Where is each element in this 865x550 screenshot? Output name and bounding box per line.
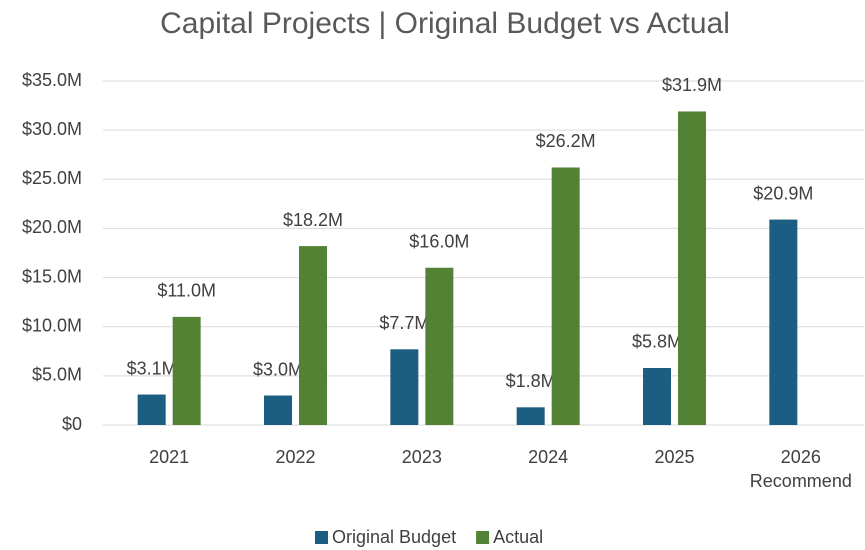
y-tick-label: $15.0M	[22, 266, 82, 286]
y-tick-label: $30.0M	[22, 119, 82, 139]
x-tick-label: 2026 Recommend	[749, 447, 852, 491]
x-tick-label: 2023	[401, 447, 442, 467]
data-label: $16.0M	[409, 231, 469, 251]
data-label: $3.1M	[127, 358, 177, 378]
chart-title: Capital Projects | Original Budget vs Ac…	[160, 7, 730, 40]
x-tick-label: 2025	[654, 447, 695, 467]
bar	[425, 267, 454, 425]
bar	[678, 111, 706, 426]
data-label: $31.9M	[662, 75, 722, 95]
bar	[264, 395, 292, 425]
legend-swatch	[315, 531, 328, 544]
bar	[643, 367, 671, 425]
y-tick-label: $10.0M	[22, 315, 82, 335]
y-tick-label: $0	[62, 414, 82, 434]
bar	[551, 167, 580, 425]
bar	[172, 316, 201, 425]
bar	[390, 349, 419, 425]
data-label: $7.7M	[379, 313, 429, 333]
y-tick-label: $35.0M	[22, 70, 82, 90]
legend-swatch	[476, 531, 490, 544]
legend-label: Original Budget	[332, 527, 456, 547]
x-tick-label: 2021	[149, 447, 190, 467]
data-label: $18.2M	[283, 210, 343, 230]
bar	[769, 219, 798, 425]
data-label: $20.9M	[753, 183, 813, 203]
bar	[516, 407, 545, 425]
x-tick-label: 2022	[275, 447, 316, 467]
x-tick-label: 2024	[528, 447, 569, 467]
data-label: $5.8M	[632, 332, 682, 352]
data-label: $11.0M	[157, 281, 216, 301]
bar	[137, 394, 166, 425]
data-label: $1.8M	[506, 371, 556, 391]
y-tick-label: $20.0M	[22, 217, 82, 237]
y-tick-label: $25.0M	[22, 168, 82, 188]
bar	[299, 246, 327, 425]
y-tick-label: $5.0M	[32, 365, 82, 385]
data-label: $26.2M	[536, 131, 596, 151]
legend-label: Actual	[493, 527, 543, 547]
data-label: $3.0M	[253, 359, 303, 379]
